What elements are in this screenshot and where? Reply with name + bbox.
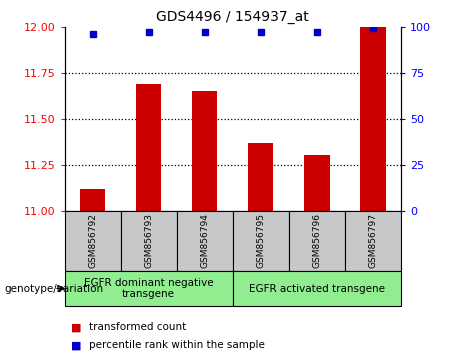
Bar [304,155,330,211]
Text: GSM856794: GSM856794 [200,213,209,268]
Bar [121,211,177,271]
Title: GDS4496 / 154937_at: GDS4496 / 154937_at [156,10,309,24]
Text: ■: ■ [71,340,82,350]
Bar [233,211,289,271]
Text: EGFR dominant negative
transgene: EGFR dominant negative transgene [84,278,213,299]
Bar [345,211,401,271]
Text: transformed count: transformed count [89,322,186,332]
Bar [192,91,218,211]
Text: GSM856793: GSM856793 [144,213,153,268]
Bar [65,271,233,306]
Text: genotype/variation: genotype/variation [5,284,104,293]
Text: GSM856796: GSM856796 [313,213,321,268]
Bar [248,143,273,211]
Text: ■: ■ [71,322,82,332]
Bar [361,27,386,211]
Bar [177,211,233,271]
Bar [289,211,345,271]
Text: GSM856797: GSM856797 [368,213,378,268]
Bar [80,189,105,211]
Text: GSM856795: GSM856795 [256,213,266,268]
Text: percentile rank within the sample: percentile rank within the sample [89,340,265,350]
Text: GSM856792: GSM856792 [88,213,97,268]
Bar [233,271,401,306]
Bar [136,84,161,211]
Bar [65,211,121,271]
Text: EGFR activated transgene: EGFR activated transgene [249,284,385,293]
